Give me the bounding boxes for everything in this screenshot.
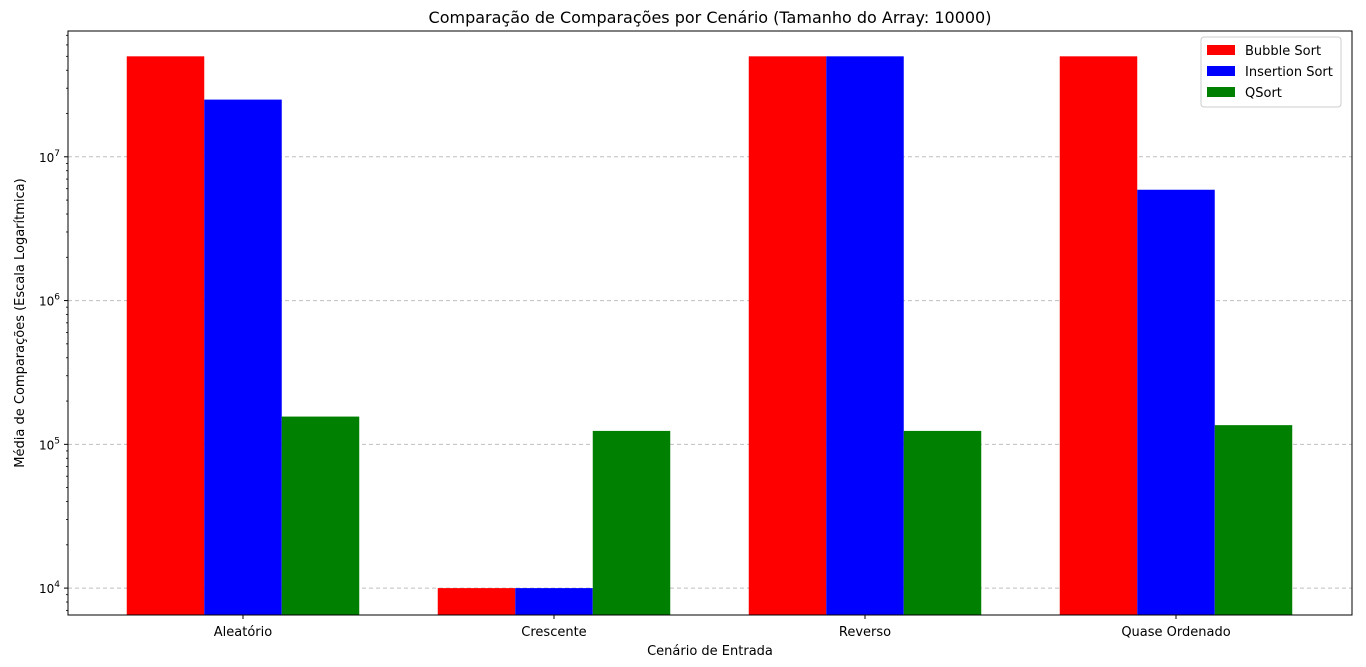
y-tick-label: 106 (39, 293, 60, 309)
legend-box (1200, 36, 1342, 108)
bar-bubble-sort (748, 56, 827, 615)
bar-qsort (903, 430, 982, 615)
y-tick-mantissa: 10 (39, 582, 54, 596)
y-tick-label: 104 (39, 580, 60, 596)
bar-qsort (281, 416, 360, 615)
legend-swatch (1207, 87, 1235, 97)
bars (126, 56, 1293, 615)
y-tick-mantissa: 10 (39, 151, 54, 165)
y-tick-exponent: 5 (54, 436, 60, 446)
x-axis-label: Cenário de Entrada (647, 644, 773, 659)
y-tick-mantissa: 10 (39, 295, 54, 309)
x-tick-label: Quase Ordenado (1121, 625, 1230, 640)
legend-swatch (1207, 45, 1235, 55)
legend-swatch (1207, 66, 1235, 76)
bar-bubble-sort (126, 56, 205, 615)
x-tick-label: Crescente (521, 625, 586, 640)
legend-label: QSort (1245, 86, 1282, 101)
y-axis-label: Média de Comparações (Escala Logarítmica… (13, 178, 28, 467)
y-tick-mantissa: 10 (39, 438, 54, 452)
bar-insertion-sort (204, 99, 282, 615)
y-tick-exponent: 7 (54, 149, 60, 159)
legend: Bubble Sort Insertion Sort QSort (1200, 36, 1342, 108)
chart-title: Comparação de Comparações por Cenário (T… (429, 8, 992, 27)
bar-insertion-sort (515, 588, 593, 615)
bar-qsort (1214, 425, 1293, 615)
x-tick-label: Reverso (839, 625, 891, 640)
legend-label: Bubble Sort (1245, 44, 1321, 59)
x-axis-ticks: Aleatório Crescente Reverso Quase Ordenado (214, 615, 1231, 640)
bar-qsort (592, 430, 671, 615)
y-tick-label: 107 (39, 149, 60, 165)
y-tick-exponent: 6 (54, 293, 60, 303)
bar-bubble-sort (437, 588, 516, 615)
y-tick-exponent: 4 (54, 580, 60, 590)
bar-bubble-sort (1059, 56, 1138, 615)
x-tick-label: Aleatório (214, 625, 272, 640)
bar-insertion-sort (826, 56, 904, 615)
legend-label: Insertion Sort (1245, 65, 1333, 80)
bar-insertion-sort (1137, 189, 1215, 615)
y-tick-label: 105 (39, 436, 60, 452)
